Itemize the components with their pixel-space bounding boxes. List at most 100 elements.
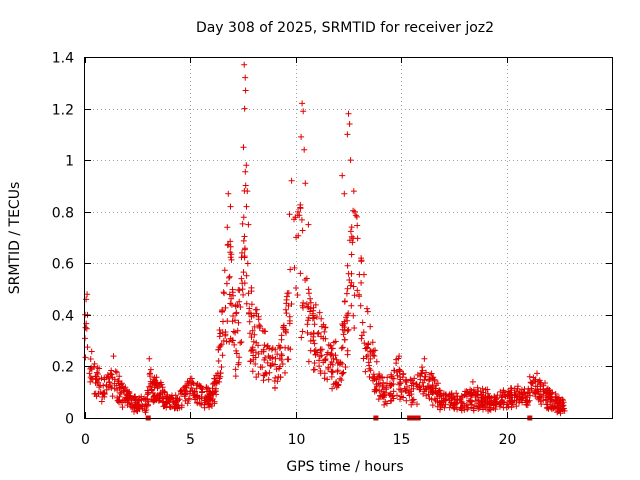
data-point	[187, 375, 194, 382]
data-point	[245, 290, 252, 297]
data-point	[391, 367, 397, 374]
data-point	[167, 395, 173, 401]
x-tick-label: 15	[393, 432, 411, 448]
data-point	[147, 366, 154, 373]
data-point	[317, 347, 324, 354]
data-point	[305, 304, 312, 311]
data-point	[335, 382, 342, 389]
x-tick-label: 10	[288, 432, 306, 448]
data-point	[458, 393, 465, 399]
data-point	[211, 380, 218, 387]
data-point	[360, 329, 367, 336]
data-point	[433, 382, 440, 389]
data-point	[288, 177, 295, 184]
data-point	[191, 391, 198, 398]
data-point	[229, 318, 236, 325]
data-point	[235, 359, 242, 366]
data-point	[365, 352, 371, 359]
data-point	[119, 397, 126, 404]
data-point	[527, 392, 533, 399]
data-point	[310, 337, 317, 344]
data-point	[150, 394, 157, 400]
data-point	[458, 398, 465, 405]
data-point	[351, 208, 358, 215]
data-point	[88, 375, 95, 382]
data-point	[337, 361, 343, 368]
data-point	[109, 393, 116, 400]
data-point	[116, 393, 123, 400]
data-point	[233, 309, 240, 316]
data-point	[279, 361, 286, 367]
x-tick-label: 20	[499, 432, 517, 448]
data-point	[475, 403, 482, 410]
data-point	[328, 350, 335, 357]
data-point	[428, 389, 435, 396]
data-point	[457, 396, 464, 402]
data-point	[166, 403, 173, 410]
data-point	[148, 386, 155, 393]
data-point	[313, 314, 320, 320]
data-point	[237, 339, 244, 346]
data-point	[419, 370, 425, 377]
data-point	[403, 397, 410, 404]
data-point	[316, 309, 323, 316]
data-point	[347, 228, 354, 235]
data-point	[247, 330, 253, 337]
data-point	[441, 404, 448, 411]
data-point	[440, 395, 447, 402]
x-tick-labels: 0 5 10 15 20	[81, 432, 516, 448]
data-point	[101, 390, 108, 397]
data-point	[339, 172, 346, 179]
data-point	[387, 392, 394, 399]
data-point	[278, 336, 285, 343]
data-point	[506, 389, 513, 396]
data-point	[373, 358, 380, 365]
data-point	[514, 385, 521, 392]
data-point	[240, 269, 247, 276]
data-point	[349, 239, 356, 246]
data-point	[242, 182, 249, 189]
data-point	[350, 312, 357, 319]
data-point	[426, 376, 433, 383]
data-point	[364, 344, 371, 351]
data-point	[344, 317, 351, 324]
data-point	[82, 324, 89, 331]
data-point	[240, 144, 247, 151]
data-point	[282, 306, 289, 313]
data-point	[345, 270, 352, 277]
data-point	[314, 330, 321, 337]
data-point	[189, 379, 196, 386]
data-point	[327, 342, 334, 349]
data-point	[241, 233, 248, 240]
data-point	[329, 352, 335, 359]
data-point	[409, 399, 416, 406]
data-point	[356, 291, 362, 298]
y-tick-label: 0.8	[52, 206, 74, 222]
data-point	[227, 300, 234, 307]
data-point	[325, 364, 332, 371]
data-point	[219, 308, 225, 315]
data-point	[464, 406, 471, 413]
data-point	[365, 359, 372, 366]
data-point	[96, 375, 103, 382]
data-point	[226, 291, 233, 298]
data-point	[344, 285, 351, 292]
data-point	[532, 393, 539, 400]
data-point	[111, 376, 118, 383]
data-point	[248, 301, 255, 308]
data-point	[243, 300, 250, 307]
data-point	[478, 391, 485, 398]
data-point	[417, 376, 424, 383]
data-point	[283, 310, 290, 317]
data-point	[528, 385, 535, 392]
data-point	[264, 342, 271, 349]
data-point	[243, 162, 250, 169]
data-point	[329, 385, 336, 392]
data-point	[416, 382, 423, 389]
data-point	[560, 405, 566, 412]
data-point	[220, 289, 227, 296]
data-point	[160, 403, 167, 410]
data-point	[379, 382, 386, 389]
data-point	[196, 382, 203, 389]
data-point	[232, 329, 239, 336]
